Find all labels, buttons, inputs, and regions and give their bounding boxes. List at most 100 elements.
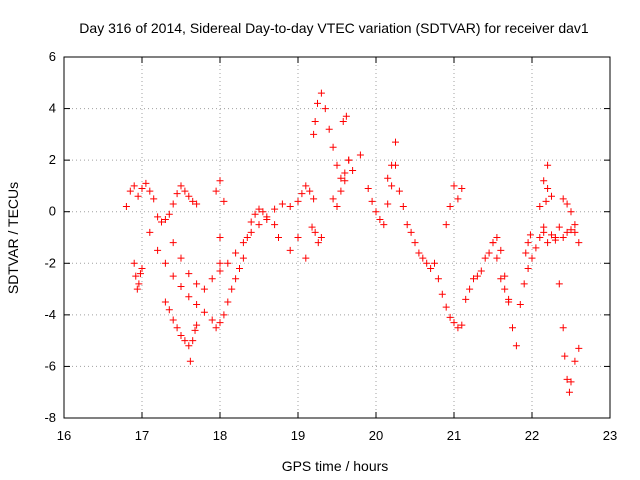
data-point (512, 342, 520, 350)
data-point (311, 117, 319, 125)
data-point (185, 342, 193, 350)
data-point (186, 357, 194, 365)
y-tick-label: -2 (44, 255, 56, 270)
data-point (208, 316, 216, 324)
data-point (200, 308, 208, 316)
data-point (388, 161, 396, 169)
data-point (337, 174, 345, 182)
data-point (450, 319, 458, 327)
data-point (133, 285, 141, 293)
data-point (388, 182, 396, 190)
data-point (310, 130, 318, 138)
data-point (466, 285, 474, 293)
data-point (161, 215, 169, 223)
data-point (575, 344, 583, 352)
data-point (380, 221, 388, 229)
y-tick-labels: -8 -6 -4 -2 0 2 4 6 (44, 49, 56, 425)
data-point (528, 254, 536, 262)
data-point (169, 239, 177, 247)
x-tick-label: 23 (603, 428, 617, 443)
data-point (526, 231, 534, 239)
data-point (462, 295, 470, 303)
data-point (142, 179, 150, 187)
data-point (446, 313, 454, 321)
data-point (247, 228, 255, 236)
data-point (544, 161, 552, 169)
data-point (212, 324, 220, 332)
data-point (333, 203, 341, 211)
data-point (173, 190, 181, 198)
data-point (544, 239, 552, 247)
x-tick-label: 21 (447, 428, 461, 443)
data-point (442, 303, 450, 311)
data-point (485, 249, 493, 257)
data-point (536, 234, 544, 241)
data-point (524, 239, 532, 247)
data-point (395, 187, 403, 195)
data-point (216, 177, 224, 185)
data-point (189, 197, 197, 205)
data-point (216, 234, 224, 241)
axis-ticks (63, 56, 611, 419)
data-point (376, 215, 384, 223)
data-point (505, 295, 513, 303)
y-tick-label: 6 (49, 49, 56, 64)
data-point (239, 239, 247, 247)
data-point (565, 388, 573, 396)
data-point (220, 311, 228, 319)
data-point (189, 337, 197, 345)
data-point (342, 112, 350, 120)
data-point (271, 221, 279, 229)
data-point (228, 285, 236, 293)
data-point (540, 223, 548, 231)
data-point (298, 190, 306, 198)
y-axis-label: SDTVAR / TECUs (5, 182, 21, 294)
data-point (548, 192, 555, 200)
data-point (208, 275, 216, 283)
data-point (419, 254, 427, 262)
data-point (146, 187, 154, 195)
data-point (224, 259, 232, 267)
data-point (158, 218, 165, 226)
data-point (181, 337, 189, 345)
data-point (551, 234, 559, 241)
data-point (548, 231, 555, 239)
data-point (193, 200, 201, 208)
data-point (555, 223, 563, 231)
data-point (571, 228, 579, 236)
data-point (399, 203, 407, 211)
data-point (177, 282, 185, 290)
data-point (349, 166, 357, 174)
data-point (278, 200, 286, 208)
data-point (567, 226, 575, 234)
data-point (310, 195, 318, 203)
data-point (126, 187, 134, 195)
data-point (212, 187, 220, 195)
data-point (524, 264, 532, 272)
data-point (165, 306, 173, 314)
data-point (329, 195, 337, 203)
data-point (329, 143, 337, 151)
data-point (232, 249, 240, 257)
data-point (501, 285, 509, 293)
data-point (384, 200, 392, 208)
data-point (185, 270, 193, 278)
data-point (185, 192, 193, 200)
data-point (255, 205, 263, 213)
data-point (339, 117, 347, 125)
x-tick-label: 16 (57, 428, 71, 443)
data-point (493, 234, 501, 241)
data-point (501, 272, 509, 280)
data-point (134, 192, 142, 200)
data-point (555, 280, 563, 288)
data-point (306, 187, 314, 195)
data-point (136, 270, 144, 278)
data-point (372, 208, 380, 216)
data-point (497, 275, 505, 283)
data-point (181, 187, 189, 195)
data-point (150, 195, 158, 203)
data-point (477, 267, 485, 275)
data-point (454, 195, 462, 203)
data-points (122, 89, 583, 396)
